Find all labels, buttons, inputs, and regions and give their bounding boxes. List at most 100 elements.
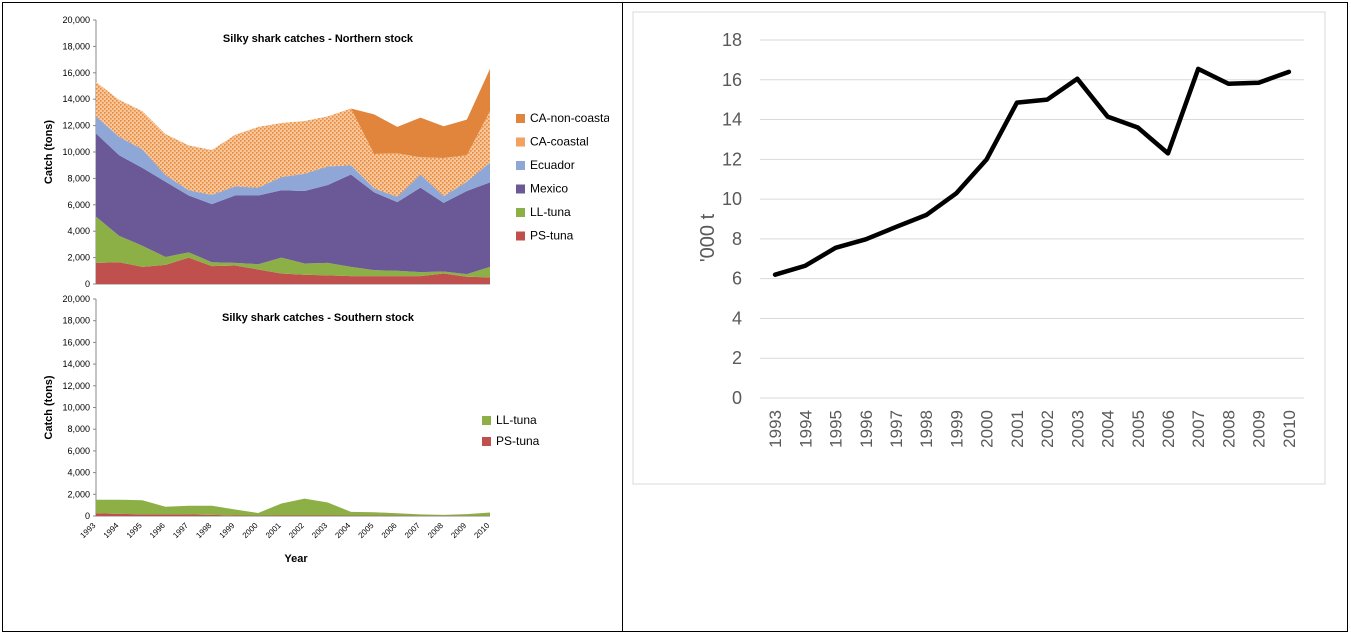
y-tick-label: 20,000 <box>62 15 90 25</box>
area-series-ll-tuna <box>96 217 490 278</box>
legend-swatch <box>482 437 491 446</box>
area-chart-0: 0 2,000 4,000 6,000 8,000 10,000 12,000 14,000 1… <box>43 15 613 289</box>
x-tick-label: 2010 <box>472 521 491 540</box>
x-tick-label: 2005 <box>357 521 376 540</box>
x-tick-label: 2010 <box>1280 410 1299 448</box>
area-series-ca-coastal <box>96 82 490 197</box>
y-axis-label: Catch (tons) <box>43 375 55 440</box>
x-tick-label: 1996 <box>148 521 167 540</box>
x-tick-label: 1993 <box>766 410 785 448</box>
y-tick-label: 10 <box>722 189 742 209</box>
line-chart: 0 2 4 6 8 10 12 14 16 18 '000 t 1993 1994 1995 1996 199… <box>632 11 1326 485</box>
y-tick-label: 4,000 <box>67 226 90 236</box>
x-tick-label: 2005 <box>1129 410 1148 448</box>
chart-area-border <box>632 11 1326 485</box>
legend-label: Ecuador <box>530 158 575 172</box>
y-tick-label: 0 <box>732 388 742 408</box>
area-series-ll-tuna <box>96 499 490 516</box>
x-tick-label: 2003 <box>1068 410 1087 448</box>
legend-label: LL-tuna <box>530 205 571 219</box>
legend-swatch <box>482 416 491 425</box>
x-tick-label: 2006 <box>380 521 399 540</box>
legend-label: CA-coastal <box>530 135 589 149</box>
x-tick-label: 1994 <box>796 410 815 448</box>
legend-label: PS-tuna <box>530 229 574 243</box>
area-series-ps-tuna <box>96 513 490 516</box>
x-tick-label: 2009 <box>1250 410 1269 448</box>
x-tick-label: 1993 <box>78 521 97 540</box>
x-tick-label: 2004 <box>333 521 352 540</box>
legend-label: LL-tuna <box>496 413 537 427</box>
y-tick-label: 4 <box>732 308 742 328</box>
legend-label: CA-non-coastal <box>530 111 613 125</box>
legend-swatch <box>516 114 525 123</box>
legend: LL-tuna PS-tuna <box>482 413 540 448</box>
area-series-mexico <box>96 134 490 275</box>
y-tick-label: 0 <box>85 511 90 521</box>
x-tick-label: 2001 <box>264 521 283 540</box>
y-tick-label: 6 <box>732 269 742 289</box>
x-tick-label: 2009 <box>449 521 468 540</box>
left-charts: 0 2,000 4,000 6,000 8,000 10,000 12,000 14,000 1… <box>0 0 622 635</box>
x-tick-label: 1994 <box>102 521 121 540</box>
x-tick-label: 1996 <box>857 410 876 448</box>
y-tick-label: 16,000 <box>62 337 90 347</box>
x-tick-label: 1997 <box>887 410 906 448</box>
series-line <box>772 66 1292 277</box>
area-series-ps-tuna <box>96 258 490 284</box>
x-tick-label: 2001 <box>1008 410 1027 448</box>
chart-title: Silky shark catches - Southern stock <box>222 312 415 324</box>
chart-title: Silky shark catches - Northern stock <box>223 33 414 45</box>
y-tick-label: 18 <box>722 30 742 50</box>
area-series-ca-non-coastal <box>96 69 490 158</box>
y-tick-label: 18,000 <box>62 316 90 326</box>
y-tick-label: 18,000 <box>62 41 90 51</box>
x-tick-label: 2004 <box>1099 410 1118 448</box>
x-tick-label: 2007 <box>1189 410 1208 448</box>
area-series-ecuador <box>96 116 490 204</box>
legend-swatch <box>516 138 525 147</box>
x-tick-label: 2008 <box>426 521 445 540</box>
y-tick-label: 2,000 <box>67 489 90 499</box>
y-tick-label: 2,000 <box>67 253 90 263</box>
y-axis-label: Catch (tons) <box>43 120 55 185</box>
x-tick-label: 2003 <box>310 521 329 540</box>
x-tick-label: 2006 <box>1159 410 1178 448</box>
x-tick-label: 1998 <box>917 410 936 448</box>
y-tick-label: 16,000 <box>62 68 90 78</box>
x-tick-label: 2002 <box>287 521 306 540</box>
legend-swatch <box>516 232 525 241</box>
y-tick-label: 6,000 <box>67 200 90 210</box>
legend-swatch <box>516 208 525 217</box>
x-tick-label: 2000 <box>241 521 260 540</box>
y-tick-label: 8 <box>732 229 742 249</box>
legend-label: Mexico <box>530 182 568 196</box>
y-tick-label: 8,000 <box>67 173 90 183</box>
legend: CA-non-coastal CA-coastal Ecuador Mexico LL-… <box>516 111 613 243</box>
x-tick-label: 1997 <box>171 521 190 540</box>
legend-label: PS-tuna <box>496 434 540 448</box>
y-tick-label: 14 <box>722 110 742 130</box>
legend-swatch <box>516 185 525 194</box>
y-tick-label: 6,000 <box>67 446 90 456</box>
area-chart-1: 0 2,000 4,000 6,000 8,000 10,000 12,000 14,000 1… <box>43 294 540 565</box>
y-tick-label: 12 <box>722 149 742 169</box>
y-tick-label: 14,000 <box>62 94 90 104</box>
y-tick-label: 10,000 <box>62 147 90 157</box>
x-tick-label: 1995 <box>125 521 144 540</box>
x-tick-label: 1999 <box>947 410 966 448</box>
y-tick-label: 12,000 <box>62 381 90 391</box>
x-tick-label: 1999 <box>218 521 237 540</box>
x-tick-label: 2007 <box>403 521 422 540</box>
x-axis-label: Year <box>284 553 308 565</box>
x-tick-label: 2000 <box>978 410 997 448</box>
y-tick-label: 10,000 <box>62 403 90 413</box>
y-tick-label: 14,000 <box>62 359 90 369</box>
y-tick-label: 0 <box>85 279 90 289</box>
y-axis-label: '000 t <box>697 213 719 262</box>
y-tick-label: 20,000 <box>62 294 90 304</box>
x-tick-label: 1998 <box>194 521 213 540</box>
legend-swatch <box>516 161 525 170</box>
x-tick-label: 2002 <box>1038 410 1057 448</box>
